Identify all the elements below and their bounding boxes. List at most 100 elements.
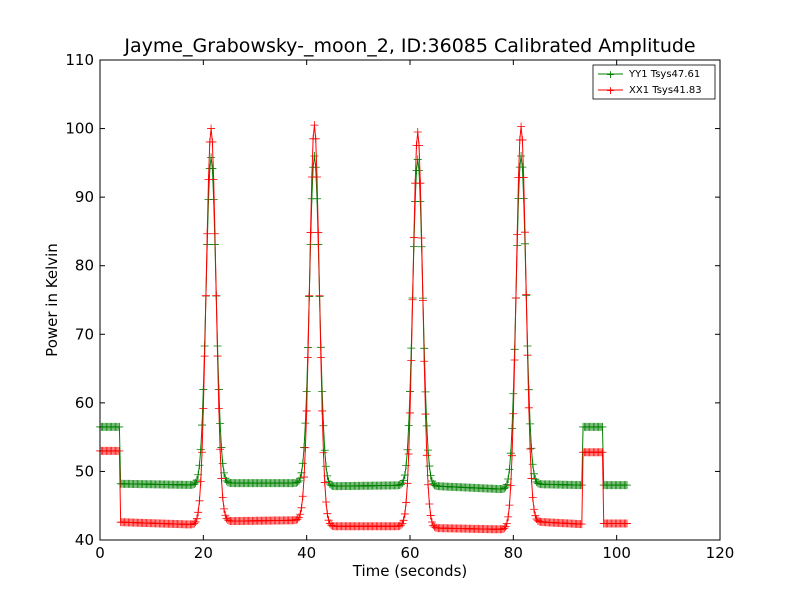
data-point: [310, 121, 319, 130]
data-point: [416, 179, 425, 188]
data-point: [517, 122, 526, 131]
data-point: [194, 508, 203, 517]
data-point: [311, 134, 320, 143]
data-point: [526, 445, 535, 454]
data-point: [303, 353, 312, 362]
data-point: [519, 173, 528, 182]
data-point: [322, 498, 331, 507]
data-point: [294, 513, 303, 522]
data-point: [623, 519, 631, 528]
legend-box: [592, 64, 716, 100]
data-point: [196, 477, 205, 486]
data-point: [296, 474, 305, 483]
data-point: [502, 519, 511, 528]
data-point: [300, 473, 309, 482]
data-point: [209, 175, 218, 184]
data-point: [220, 504, 228, 513]
y-tick-label: 110: [65, 51, 94, 69]
legend-label-xx1: XX1 Tsys41.83: [629, 85, 702, 96]
data-point: [313, 173, 321, 182]
data-point: [195, 496, 204, 505]
data-point: [404, 450, 413, 459]
y-tick-label: 90: [75, 188, 94, 206]
data-point: [501, 522, 510, 531]
data-point: [518, 163, 527, 172]
data-point: [420, 357, 429, 366]
data-point: [310, 152, 319, 160]
data-point: [190, 519, 199, 528]
x-tick-label: 0: [95, 544, 105, 562]
data-point: [199, 404, 208, 413]
data-point: [212, 291, 221, 300]
data-point: [513, 230, 522, 239]
legend-label-yy1: YY1 Tsys47.61: [628, 69, 700, 80]
data-point: [306, 228, 315, 237]
data-point: [523, 351, 532, 360]
data-point: [297, 503, 306, 512]
x-tick-label: 100: [602, 544, 631, 562]
data-point: [424, 446, 433, 455]
x-axis-label: Time (seconds): [352, 562, 468, 580]
data-point: [524, 403, 533, 412]
data-point: [298, 492, 307, 501]
x-tick-label: 120: [706, 544, 735, 562]
y-axis-label: Power in Kelvin: [43, 243, 61, 357]
data-point: [404, 421, 413, 430]
x-tick-label: 60: [400, 544, 419, 562]
y-axis: 40 50 60 70 80 90 100 110: [65, 51, 720, 549]
data-point: [413, 128, 422, 136]
data-point: [221, 511, 230, 520]
y-tick-label: 40: [75, 531, 94, 549]
data-point: [403, 479, 412, 488]
data-point: [218, 459, 227, 468]
series-yy1: [96, 152, 631, 494]
x-tick-label: 80: [504, 544, 523, 562]
data-point: [505, 465, 514, 474]
data-point: [210, 229, 219, 238]
data-point: [417, 233, 426, 242]
data-point: [402, 461, 411, 470]
data-point: [528, 460, 537, 469]
data-point: [115, 422, 124, 431]
data-point: [422, 421, 431, 430]
data-point: [408, 295, 417, 304]
data-point: [207, 153, 216, 162]
data-point: [598, 422, 607, 431]
data-point: [400, 509, 409, 518]
data-point: [504, 512, 513, 521]
data-point: [214, 404, 223, 413]
data-point: [406, 408, 414, 417]
data-point: [402, 498, 411, 507]
x-tick-label: 40: [297, 544, 316, 562]
data-point: [577, 520, 586, 529]
data-point: [302, 406, 311, 415]
data-point: [192, 476, 201, 485]
data-point: [399, 516, 408, 525]
data-point: [577, 481, 586, 490]
data-point: [203, 229, 212, 238]
data-point: [201, 291, 210, 300]
data-point: [218, 493, 227, 502]
data-point: [530, 505, 538, 514]
data-point: [318, 406, 327, 415]
data-point: [296, 510, 305, 519]
data-point: [505, 501, 514, 510]
data-point: [426, 511, 435, 520]
y-tick-label: 60: [75, 394, 94, 412]
data-point: [506, 481, 515, 490]
data-point: [527, 444, 536, 453]
data-point: [208, 137, 217, 146]
data-point: [195, 461, 204, 470]
data-point: [314, 228, 323, 237]
data-point: [510, 356, 519, 365]
data-point: [320, 478, 329, 487]
data-point: [324, 516, 333, 525]
data-point: [425, 499, 434, 508]
legend-entry-yy1: + YY1 Tsys47.61: [598, 68, 700, 81]
data-point: [520, 228, 529, 237]
x-tick-label: 20: [194, 544, 213, 562]
data-point: [623, 481, 631, 490]
chart-title: Jayme_Grabowsky-_moon_2, ID:36085 Calibr…: [123, 35, 695, 57]
